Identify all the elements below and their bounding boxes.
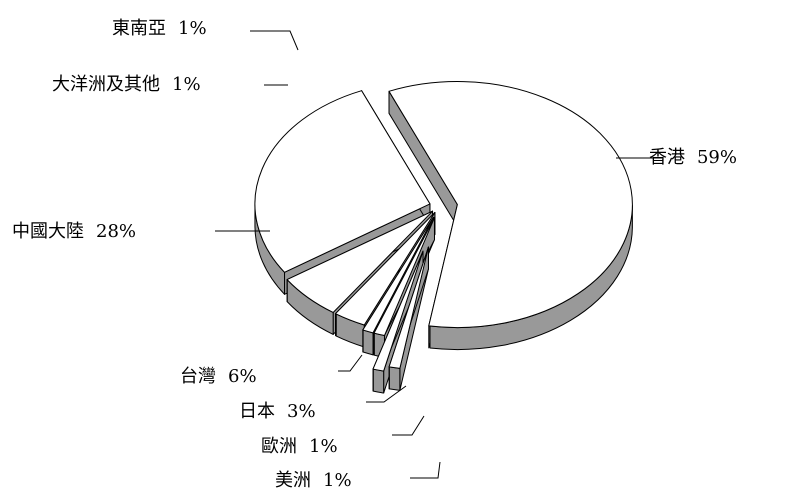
- slice-label: 中國大陸 28%: [12, 221, 136, 242]
- pie-slice-top: [388, 81, 633, 329]
- slice-label-name: 香港: [649, 147, 685, 168]
- slice-label-name: 東南亞: [112, 18, 166, 39]
- slice-label-name: 大洋洲及其他: [52, 74, 160, 95]
- leader-line: [338, 354, 363, 372]
- slice-label: 台灣 6%: [180, 366, 257, 387]
- pie-slice-top: [388, 246, 429, 369]
- slice-label-value: 3%: [287, 401, 316, 422]
- pie-slice-outer-wall: [362, 329, 374, 356]
- slice-label: 香港 59%: [649, 147, 737, 168]
- slice-label-name: 中國大陸: [12, 221, 84, 242]
- slice-label: 大洋洲及其他 1%: [52, 74, 201, 95]
- slice-label: 美洲 1%: [275, 470, 352, 491]
- pie-slice-top: [372, 250, 424, 372]
- slice-label-name: 台灣: [180, 366, 216, 387]
- slice-label: 東南亞 1%: [112, 18, 207, 39]
- pie-slice-top: [373, 217, 435, 337]
- slice-label-value: 1%: [323, 470, 352, 491]
- pie-slice-outer-wall: [372, 368, 385, 394]
- pie-labels: 香港 59% 中國大陸 28% 台灣 6% 日本 3% 歐洲 1% 美洲 1% 東南亞 1% 大洋洲及其他 1…: [12, 18, 737, 491]
- leader-line: [410, 461, 441, 479]
- slice-label-value: 1%: [172, 74, 201, 95]
- pie-slice-top: [286, 210, 434, 313]
- slice-label-value: 28%: [96, 221, 136, 242]
- pie-slice-1: [388, 81, 633, 350]
- slice-label-name: 歐洲: [261, 436, 297, 457]
- slice-label-name: 美洲: [275, 470, 311, 491]
- slice-label: 日本 3%: [239, 401, 316, 422]
- pie-slices: [254, 81, 633, 394]
- pie-slice-8: [388, 246, 429, 391]
- slice-label-value: 1%: [178, 18, 207, 39]
- leader-line: [392, 415, 425, 436]
- pie-slice-top: [362, 216, 434, 334]
- slice-label-value: 59%: [697, 147, 737, 168]
- slice-label-value: 6%: [228, 366, 257, 387]
- slice-label-name: 日本: [239, 401, 275, 422]
- pie-slice-top: [335, 211, 436, 326]
- leader-line: [366, 385, 407, 403]
- slice-label: 歐洲 1%: [261, 436, 338, 457]
- slice-label-value: 1%: [309, 436, 338, 457]
- pie-slice-outer-wall: [388, 366, 401, 391]
- pie-slice-top: [254, 90, 431, 273]
- leader-line: [250, 30, 299, 51]
